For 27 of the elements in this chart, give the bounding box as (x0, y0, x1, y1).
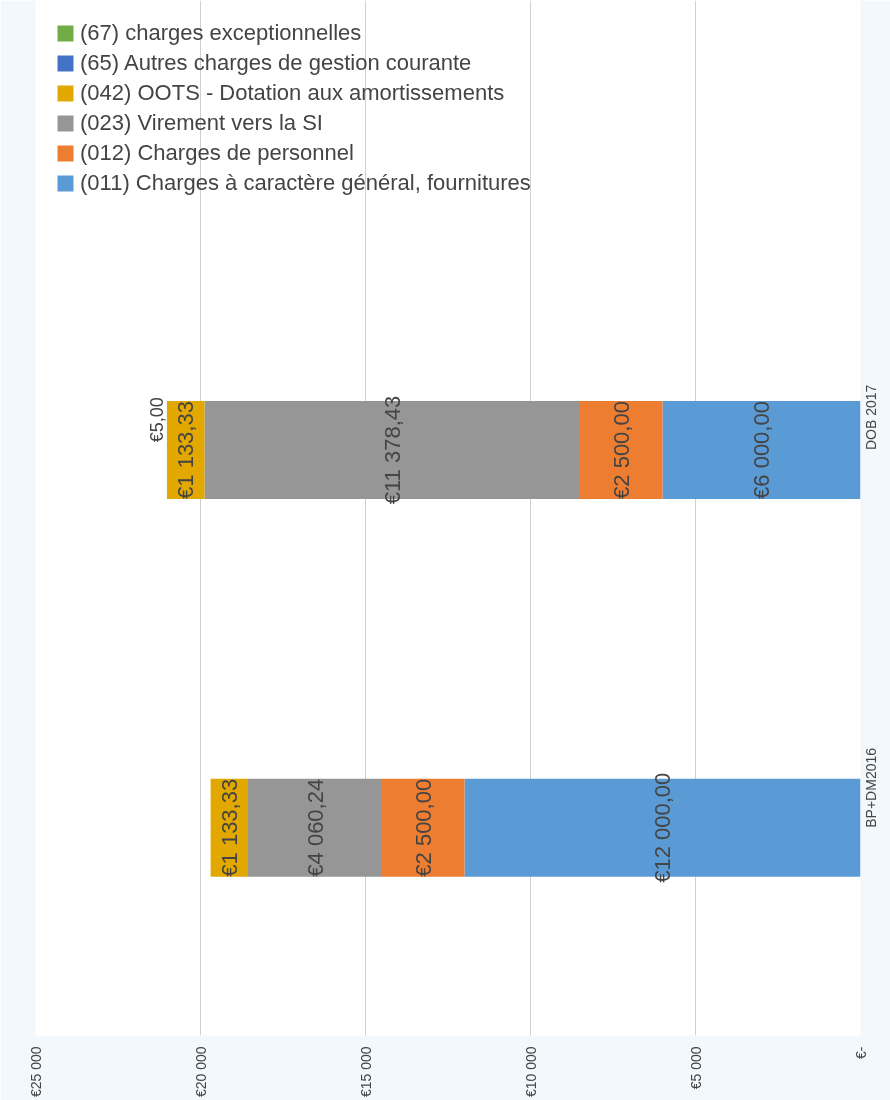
legend-label: (042) OOTS - Dotation aux amortissements (80, 80, 505, 106)
legend-label: (67) charges exceptionnelles (80, 20, 362, 46)
x-tick-label: €25 000 (27, 1046, 44, 1098)
x-tick-label: €20 000 (192, 1046, 209, 1098)
bar (580, 400, 663, 500)
data-label: €2 500,00 (608, 401, 634, 499)
y-tick-label: BP+DM2016 (863, 747, 880, 828)
data-label: €1 133,33 (173, 401, 199, 499)
data-label: €2 500,00 (410, 778, 436, 877)
x-tick-label: €10 000 (522, 1046, 539, 1098)
x-tick-label: €5 000 (687, 1046, 704, 1090)
y-tick-label: DOB 2017 (863, 384, 880, 451)
bar (382, 778, 465, 877)
legend-label: (011) Charges à caractère général, fournitures (80, 170, 531, 196)
data-label: €12 000,00 (650, 772, 675, 883)
x-tick-label: €15 000 (357, 1046, 374, 1098)
bar (248, 778, 382, 877)
data-label: €4 060,24 (302, 778, 328, 877)
data-label: €1 133,33 (216, 778, 242, 877)
data-label: €11 378,43 (379, 395, 405, 505)
legend-label: (023) Virement vers la SI (80, 110, 323, 136)
data-label: €6 000,00 (749, 401, 774, 499)
legend-label: (012) Charges de personnel (80, 140, 354, 166)
data-label: €5,00 (146, 397, 167, 443)
legend-label: (65) Autres charges de gestion courante (80, 50, 472, 76)
bar (662, 400, 861, 500)
x-tick-label: €- (852, 1046, 869, 1059)
